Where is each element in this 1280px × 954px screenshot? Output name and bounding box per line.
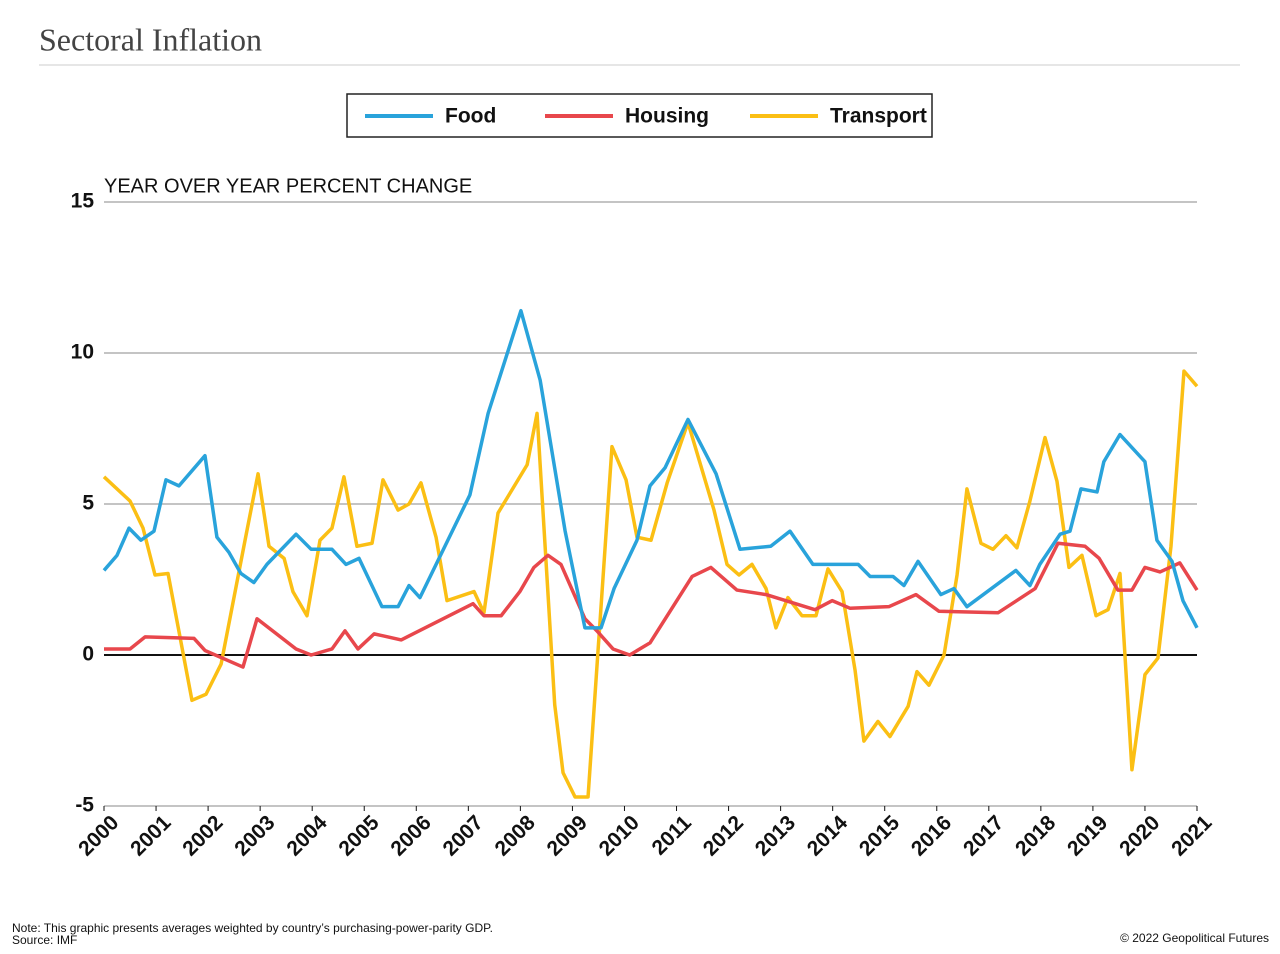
y-tick-label: -5 [75,794,94,817]
y-axis-label: YEAR OVER YEAR PERCENT CHANGE [104,175,472,197]
x-tick-label: 2002 [178,811,227,860]
x-tick-label: 2021 [1167,811,1217,861]
x-tick-label: 2015 [855,811,905,861]
x-tick-label: 2019 [1063,811,1112,860]
chart-title: Sectoral Inflation [39,21,262,57]
x-tick-label: 2020 [1115,811,1164,860]
x-tick-label: 2010 [595,811,644,860]
x-tick-label: 2005 [334,811,384,861]
legend-label: Food [445,105,496,128]
x-tick-label: 2012 [699,811,748,860]
x-tick-label: 2009 [543,811,592,860]
y-tick-label: 5 [82,492,94,515]
x-tick-label: 2003 [230,811,279,860]
x-tick-label: 2000 [74,811,123,860]
x-tick-label: 2014 [803,811,853,861]
source: Source: IMF [12,933,77,947]
note: Note: This graphic presents averages wei… [12,921,493,935]
legend-label: Housing [625,105,709,128]
x-tick-label: 2008 [491,811,541,861]
x-tick-label: 2018 [1011,811,1061,861]
x-tick-label: 2016 [907,811,956,860]
x-tick-label: 2013 [751,811,800,860]
x-tick-label: 2007 [438,811,487,860]
x-tick-label: 2006 [386,811,435,860]
y-tick-label: 10 [71,341,94,364]
credit: © 2022 Geopolitical Futures [1120,931,1269,945]
y-tick-label: 15 [71,190,95,213]
x-tick-label: 2004 [282,811,332,861]
x-tick-label: 2001 [126,811,176,861]
legend-label: Transport [830,105,927,128]
x-tick-label: 2017 [959,811,1008,860]
x-tick-label: 2011 [648,811,697,860]
y-tick-label: 0 [82,643,94,666]
legend-box [346,93,933,138]
series-line [102,308,1199,630]
series-line [102,369,1199,799]
series-line [104,541,1199,669]
